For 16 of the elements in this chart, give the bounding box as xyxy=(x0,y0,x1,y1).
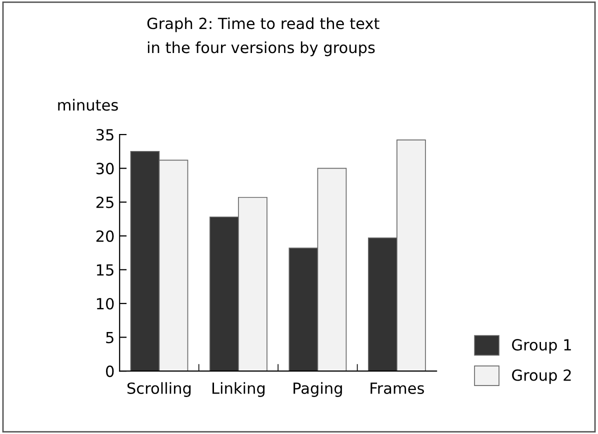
y-tick-label: 10 xyxy=(96,298,114,310)
y-tick-label: 5 xyxy=(106,332,114,344)
y-tick-label: 0 xyxy=(106,366,114,378)
y-tick-label: 25 xyxy=(96,196,114,208)
x-tick-label: Frames xyxy=(370,382,424,394)
y-axis-title: minutes xyxy=(58,98,118,111)
x-tick-label: Scrolling xyxy=(127,382,191,397)
legend-label: Group 2 xyxy=(512,369,571,384)
x-tick-label: Linking xyxy=(212,382,265,397)
y-tick-label: 20 xyxy=(96,230,114,242)
y-tick-label: 15 xyxy=(96,264,114,276)
y-tick-label: 35 xyxy=(96,129,114,141)
x-tick-label: Paging xyxy=(294,382,342,397)
chart-title: Graph 2: Time to read the text in the four versions by groups xyxy=(147,17,380,56)
y-tick-label: 30 xyxy=(96,162,114,174)
legend-label: Group 1 xyxy=(512,339,571,354)
